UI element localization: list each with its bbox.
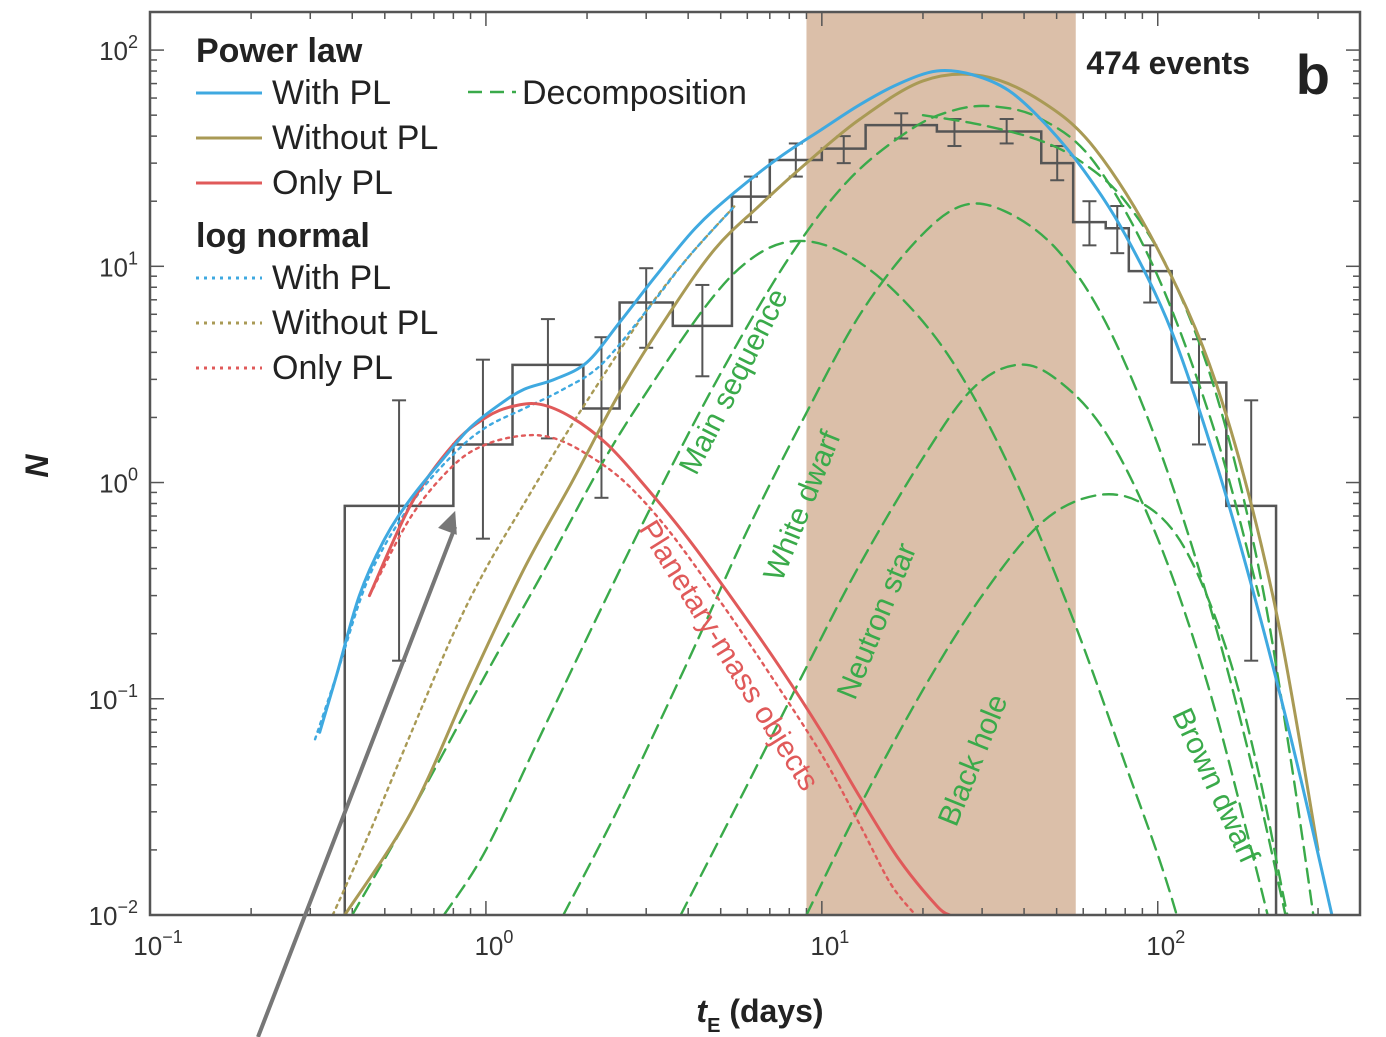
x-axis-label-sub: E: [707, 1015, 720, 1037]
series-without-pl: [343, 72, 1320, 915]
x-tick-label: 100: [474, 927, 513, 961]
x-tick-label-base: 10: [474, 931, 503, 961]
y-tick-label: 102: [99, 32, 138, 66]
y-tick-label-base: 10: [99, 252, 128, 282]
y-tick-label-exp: −2: [117, 897, 138, 917]
series-brown-dwarf: [805, 493, 1289, 915]
series-with-pl-ln: [313, 204, 736, 741]
y-tick-label: 10−1: [89, 681, 138, 715]
y-tick-label-exp: 0: [128, 465, 138, 485]
annotation-main-sequence: Main sequence: [673, 283, 795, 479]
x-tick-label: 102: [1146, 927, 1185, 961]
x-tick-label-exp: −1: [162, 927, 183, 947]
legend: Power law With PL Without PL Only PL log nor…: [196, 32, 747, 387]
y-tick-label-base: 10: [99, 36, 128, 66]
y-tick-label-base: 10: [89, 685, 118, 715]
events-label: 474 events: [1086, 45, 1250, 81]
x-tick-label-exp: 2: [1175, 927, 1185, 947]
x-axis-label-main: t: [696, 993, 708, 1029]
y-tick-label-base: 10: [89, 901, 118, 931]
y-tick-label-base: 10: [99, 469, 128, 499]
legend-item-label: Without PL: [272, 119, 438, 157]
legend-group-title: log normal: [196, 217, 370, 255]
shaded-region: [806, 12, 1076, 915]
model-curves: [313, 69, 1334, 915]
x-tick-label-exp: 0: [503, 927, 513, 947]
x-tick-label-base: 10: [1146, 931, 1175, 961]
series-black-hole: [679, 363, 1269, 915]
legend-group-title: Power law: [196, 32, 363, 70]
series-white-dwarf: [442, 104, 1261, 915]
x-tick-label-base: 10: [810, 931, 839, 961]
series-with-pl: [318, 69, 1334, 915]
shaded-region-layer: [806, 12, 1076, 915]
x-tick-label: 101: [810, 927, 849, 961]
y-tick-label: 10−2: [89, 897, 138, 931]
pointer-arrow: [256, 510, 458, 1037]
x-tick-label-exp: 1: [839, 927, 849, 947]
legend-item-label: Only PL: [272, 164, 393, 202]
annotation-brown-dwarf: Brown dwarf: [1165, 703, 1266, 869]
series-main-sequence: [351, 239, 1178, 915]
arrow-head: [438, 510, 457, 535]
legend-item-label: With PL: [272, 74, 391, 112]
x-axis-label-rest: (days): [720, 993, 823, 1029]
y-axis-label: N: [19, 454, 55, 478]
y-tick-label: 100: [99, 465, 138, 499]
legend-item-label-decomposition: Decomposition: [522, 74, 747, 112]
arrow-shaft: [256, 526, 458, 1037]
series-only-pl-ln: [368, 433, 917, 915]
legend-item-label: With PL: [272, 259, 391, 297]
x-tick-label: 10−1: [133, 927, 182, 961]
y-tick-label-exp: 2: [128, 32, 138, 52]
y-tick-label-exp: 1: [128, 248, 138, 268]
x-tick-label-base: 10: [133, 931, 162, 961]
panel-label: b: [1296, 43, 1330, 106]
plot-frame: [148, 10, 1362, 917]
y-tick-label: 101: [99, 248, 138, 282]
x-axis-label: tE (days): [696, 993, 823, 1037]
legend-item-label: Without PL: [272, 304, 438, 342]
legend-item-label: Only PL: [272, 349, 393, 387]
y-tick-label-exp: −1: [117, 681, 138, 701]
